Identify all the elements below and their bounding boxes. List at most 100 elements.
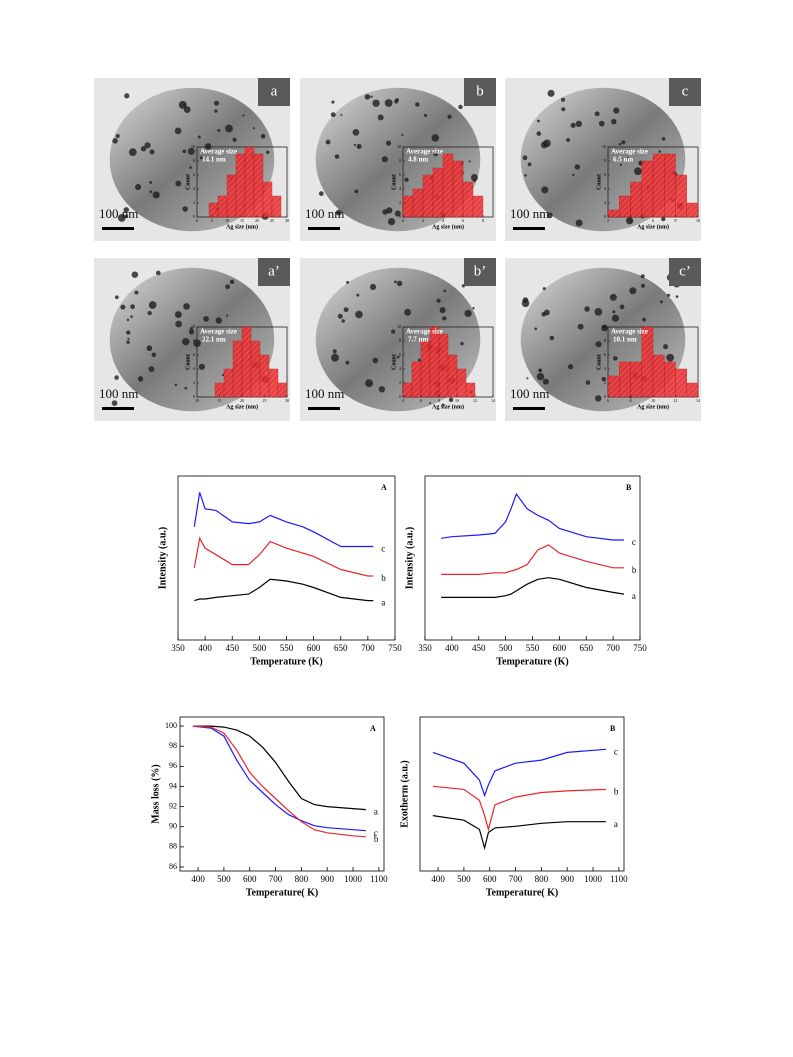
scale-label: 100 nm xyxy=(99,386,138,401)
ag-particle xyxy=(144,142,151,149)
ag-particle xyxy=(611,314,620,322)
ag-particle xyxy=(394,99,399,104)
ag-particle xyxy=(189,166,192,169)
inset-y-tick-label: 2 xyxy=(399,380,401,385)
inset-x-tick-label: 10 xyxy=(696,218,700,223)
ag-particle xyxy=(355,310,363,319)
ag-particle xyxy=(117,213,126,222)
inset-y-tick-label: 4 xyxy=(193,366,195,371)
y-tick-label: 88 xyxy=(169,842,177,851)
series-label: c xyxy=(381,544,385,554)
ag-particle xyxy=(661,216,666,222)
ag-particle xyxy=(663,344,669,350)
ag-particle xyxy=(369,283,377,290)
ag-particle xyxy=(642,317,646,322)
histogram-hatch xyxy=(608,210,620,217)
panel-label-box xyxy=(669,258,701,286)
histogram-hatch xyxy=(263,182,272,217)
ag-particle xyxy=(134,290,139,295)
ag-particle xyxy=(458,104,463,110)
series-label: b xyxy=(632,565,637,575)
ag-particle xyxy=(232,137,237,142)
x-tick-label: 1000 xyxy=(344,874,363,884)
x-tick-label: 750 xyxy=(633,643,647,653)
inset-x-tick-label: 10 xyxy=(651,398,655,403)
series-line xyxy=(441,544,624,575)
ag-particle xyxy=(572,173,575,177)
ag-particle xyxy=(114,295,119,300)
ag-particle xyxy=(404,177,409,182)
x-tick-label: 350 xyxy=(171,643,185,653)
series-line xyxy=(194,578,374,602)
histogram-hatch xyxy=(686,383,698,397)
ag-particle xyxy=(658,150,662,153)
ag-particle xyxy=(417,358,421,362)
inset-x-tick-label: 4 xyxy=(402,398,404,403)
inset-y-label: Count xyxy=(596,354,602,370)
ag-particle xyxy=(468,160,471,163)
histogram-hatch xyxy=(473,196,483,217)
ag-particle xyxy=(626,157,630,160)
inset-x-tick-label: 0 xyxy=(402,218,404,223)
x-tick-label: 600 xyxy=(243,874,257,884)
histogram-hatch xyxy=(260,355,269,397)
inset-y-tick-label: 8 xyxy=(193,158,195,163)
ag-particle xyxy=(174,127,182,135)
inset-y-tick-label: 6 xyxy=(604,172,606,177)
ag-particle xyxy=(225,284,230,290)
scale-label: 100 nm xyxy=(305,206,344,221)
histogram-hatch xyxy=(630,362,642,397)
inset-x-label: Ag size (nm) xyxy=(432,403,464,410)
x-tick-label: 450 xyxy=(226,643,240,653)
ag-particle xyxy=(415,102,420,107)
ag-particle xyxy=(120,304,126,310)
ag-particle xyxy=(330,112,336,118)
ag-particle xyxy=(365,379,374,388)
inset-y-tick-label: 2 xyxy=(604,200,606,205)
ag-particle xyxy=(472,307,475,310)
histogram-hatch xyxy=(433,168,443,217)
inset-size: 7.7 nm xyxy=(408,336,428,344)
ag-particle xyxy=(352,129,360,136)
panel-label: B xyxy=(626,483,632,492)
ag-particle xyxy=(546,212,553,219)
x-tick-label: 750 xyxy=(388,643,402,653)
inset-x-tick-label: 6 xyxy=(607,398,609,403)
inset-y-label: Count xyxy=(391,174,397,190)
inset-y-tick-label: 4 xyxy=(604,186,606,191)
ag-particle xyxy=(130,304,136,310)
ag-particle xyxy=(384,99,393,107)
ag-particle xyxy=(199,156,203,160)
ag-particle xyxy=(325,139,331,145)
ag-particle xyxy=(522,155,528,161)
ag-particle xyxy=(381,156,388,163)
ag-particle xyxy=(147,310,152,316)
inset-y-tick-label: 4 xyxy=(399,186,401,191)
series-label: a xyxy=(374,807,378,817)
ag-particle xyxy=(242,114,245,117)
histogram-hatch xyxy=(430,327,439,397)
ag-particle xyxy=(621,140,626,145)
ag-particle xyxy=(584,306,590,312)
ag-particle xyxy=(385,140,392,146)
ag-particle xyxy=(629,287,637,295)
inset-y-tick-label: 10 xyxy=(602,144,606,149)
series-line xyxy=(441,492,624,541)
panel-label-box xyxy=(258,78,290,106)
ag-particle xyxy=(178,100,187,109)
ag-particle xyxy=(377,114,384,121)
scale-bar xyxy=(513,227,545,230)
ag-particle xyxy=(543,309,550,316)
y-axis-label: Intensity (a.u.) xyxy=(404,527,415,590)
ag-particle xyxy=(187,147,195,155)
ag-particle xyxy=(527,162,532,167)
inset-x-tick-label: 6 xyxy=(462,218,464,223)
inset-x-tick-label: 8 xyxy=(482,218,484,223)
inset-x-label: Ag size (nm) xyxy=(226,223,258,230)
x-tick-label: 700 xyxy=(509,874,523,884)
ag-particle xyxy=(585,380,591,385)
ag-particle xyxy=(382,209,388,215)
histogram-hatch xyxy=(641,327,653,397)
series-line xyxy=(193,492,374,548)
inset-size: 10.1 nm xyxy=(613,336,637,344)
